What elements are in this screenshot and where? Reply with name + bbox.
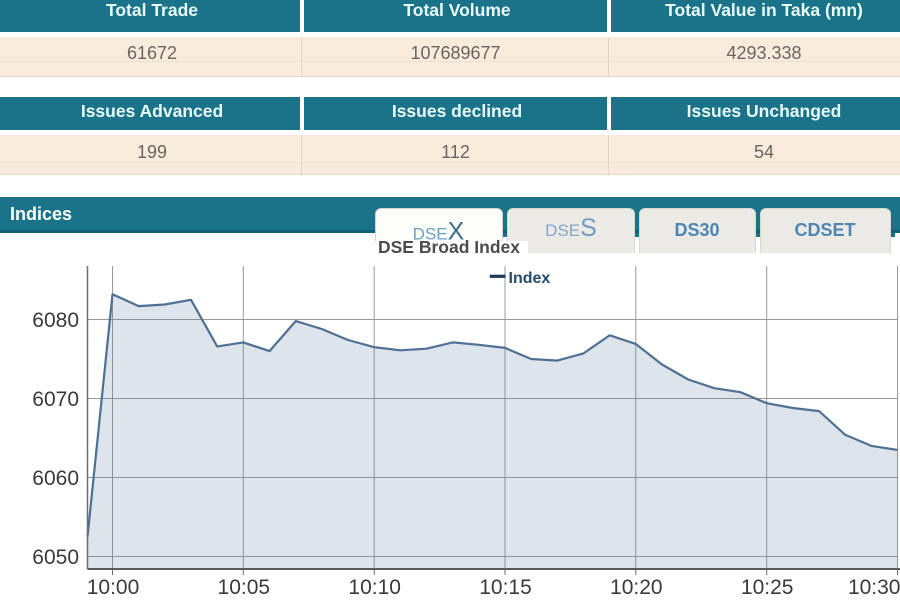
svg-text:10:10: 10:10 (348, 576, 401, 599)
svg-text:CDSET: CDSET (794, 220, 855, 240)
svg-text:10:25: 10:25 (741, 576, 794, 599)
svg-text:6050: 6050 (32, 546, 79, 569)
svg-text:Index: Index (509, 270, 551, 287)
svg-text:DS30: DS30 (674, 220, 719, 240)
svg-text:10:05: 10:05 (218, 576, 271, 599)
svg-text:6060: 6060 (32, 467, 79, 490)
svg-text:DSEX: DSEX (413, 218, 465, 246)
svg-text:DSES: DSES (545, 214, 597, 242)
svg-text:10:00: 10:00 (87, 576, 140, 599)
svg-text:10:15: 10:15 (479, 576, 532, 599)
svg-text:10:30: 10:30 (848, 576, 900, 599)
svg-text:6070: 6070 (32, 388, 79, 411)
svg-text:10:20: 10:20 (610, 576, 663, 599)
svg-text:6080: 6080 (32, 309, 79, 332)
